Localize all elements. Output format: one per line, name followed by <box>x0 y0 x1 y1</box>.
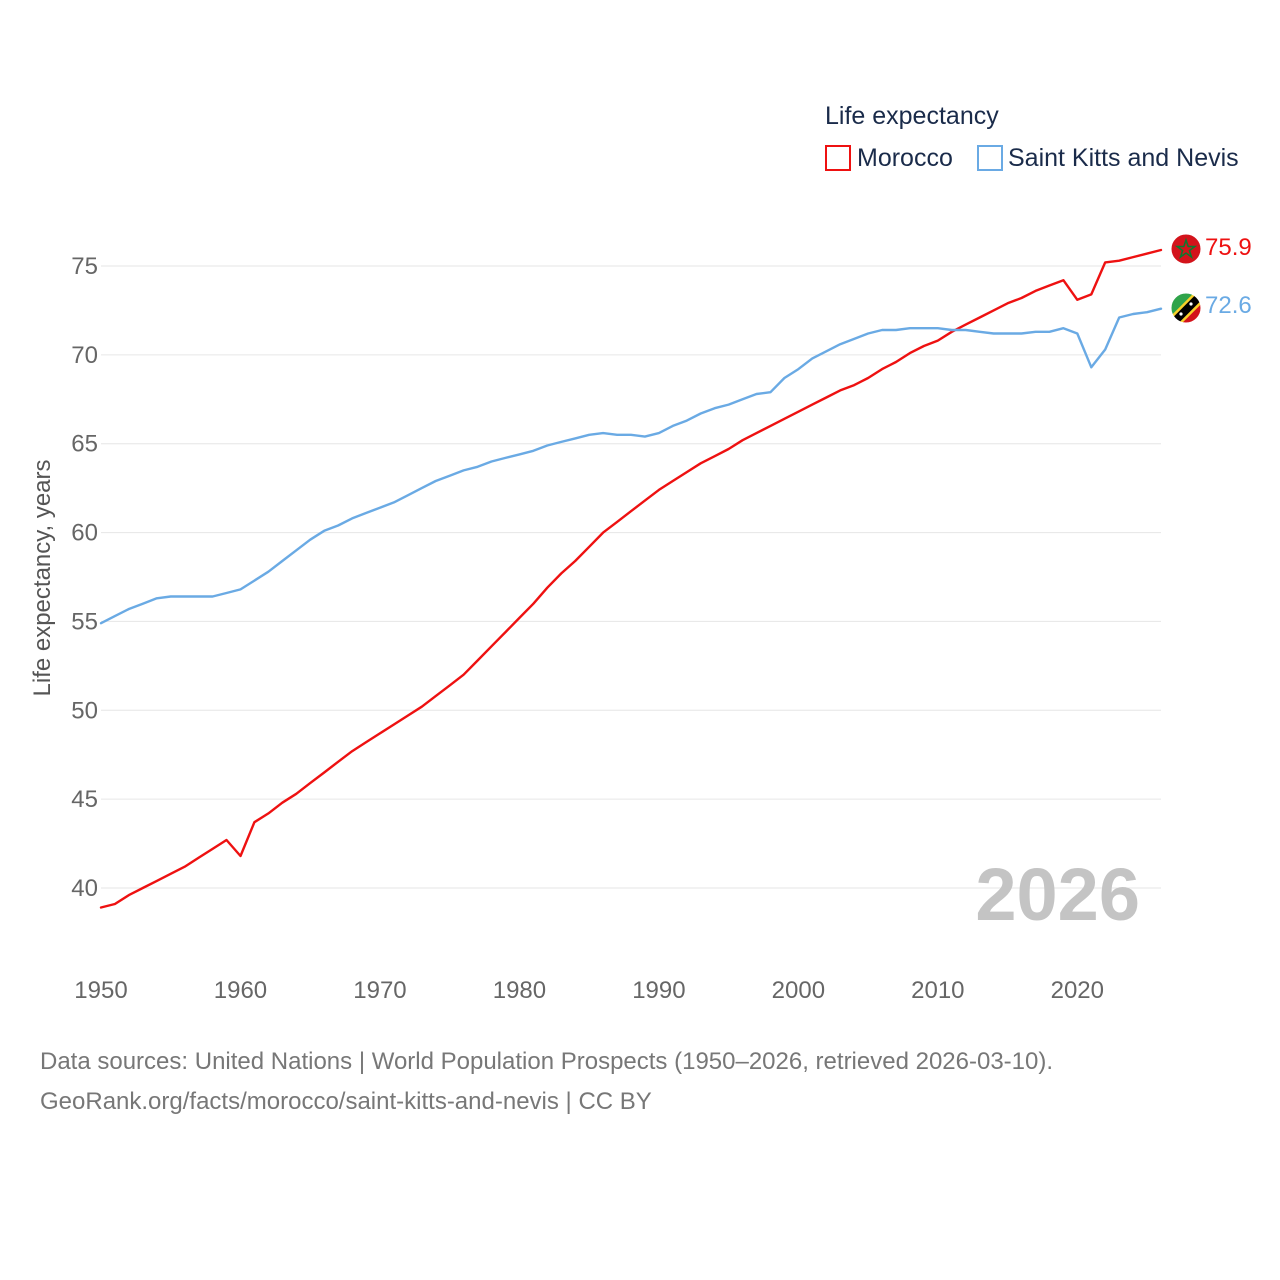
x-tick-label: 1960 <box>214 977 267 1004</box>
legend-label-saint-kitts-and-nevis[interactable]: Saint Kitts and Nevis <box>1008 144 1239 172</box>
saint-kitts-and-nevis-flag-icon <box>1170 292 1202 324</box>
end-value-saint-kitts-and-nevis: 72.6 <box>1205 292 1252 319</box>
end-value-morocco: 75.9 <box>1205 234 1252 261</box>
x-tick-label: 2010 <box>911 977 964 1004</box>
y-tick-label: 70 <box>71 342 98 369</box>
x-tick-label: 1950 <box>74 977 127 1004</box>
y-axis-title: Life expectancy, years <box>29 459 56 696</box>
y-tick-label: 45 <box>71 786 98 813</box>
series-line-morocco[interactable] <box>99 248 1163 909</box>
life-expectancy-chart: Life expectancy Morocco Saint Kitts and … <box>29 102 1252 1004</box>
x-tick-label: 1970 <box>353 977 406 1004</box>
year-watermark: 2026 <box>975 853 1140 936</box>
y-axis-ticks: 40 45 50 55 60 65 70 75 <box>71 253 98 902</box>
series-line-saint-kitts-and-nevis[interactable] <box>99 307 1163 625</box>
source-url-text[interactable]: GeoRank.org/facts/morocco/saint-kitts-an… <box>40 1088 652 1115</box>
legend-swatch-saint-kitts-and-nevis[interactable] <box>977 145 1003 171</box>
legend-swatch-morocco[interactable] <box>825 145 851 171</box>
x-tick-label: 1980 <box>493 977 546 1004</box>
footer: Data sources: United Nations | World Pop… <box>40 1042 1240 1122</box>
y-tick-label: 50 <box>71 697 98 724</box>
y-tick-label: 65 <box>71 431 98 458</box>
y-tick-label: 75 <box>71 253 98 280</box>
x-tick-label: 1990 <box>632 977 685 1004</box>
series-lines <box>99 248 1163 909</box>
legend-label-morocco[interactable]: Morocco <box>857 144 953 172</box>
morocco-flag-icon <box>1170 233 1202 265</box>
x-tick-label: 2020 <box>1051 977 1104 1004</box>
y-tick-label: 55 <box>71 608 98 635</box>
data-sources-text: Data sources: United Nations | World Pop… <box>40 1048 1054 1075</box>
x-tick-label: 2000 <box>772 977 825 1004</box>
y-tick-label: 60 <box>71 520 98 547</box>
gridlines <box>101 265 1161 889</box>
legend-title: Life expectancy <box>825 102 999 130</box>
y-tick-label: 40 <box>71 875 98 902</box>
x-axis-ticks: 1950 1960 1970 1980 1990 2000 2010 2020 <box>74 977 1104 1004</box>
legend: Life expectancy Morocco Saint Kitts and … <box>825 102 1239 172</box>
